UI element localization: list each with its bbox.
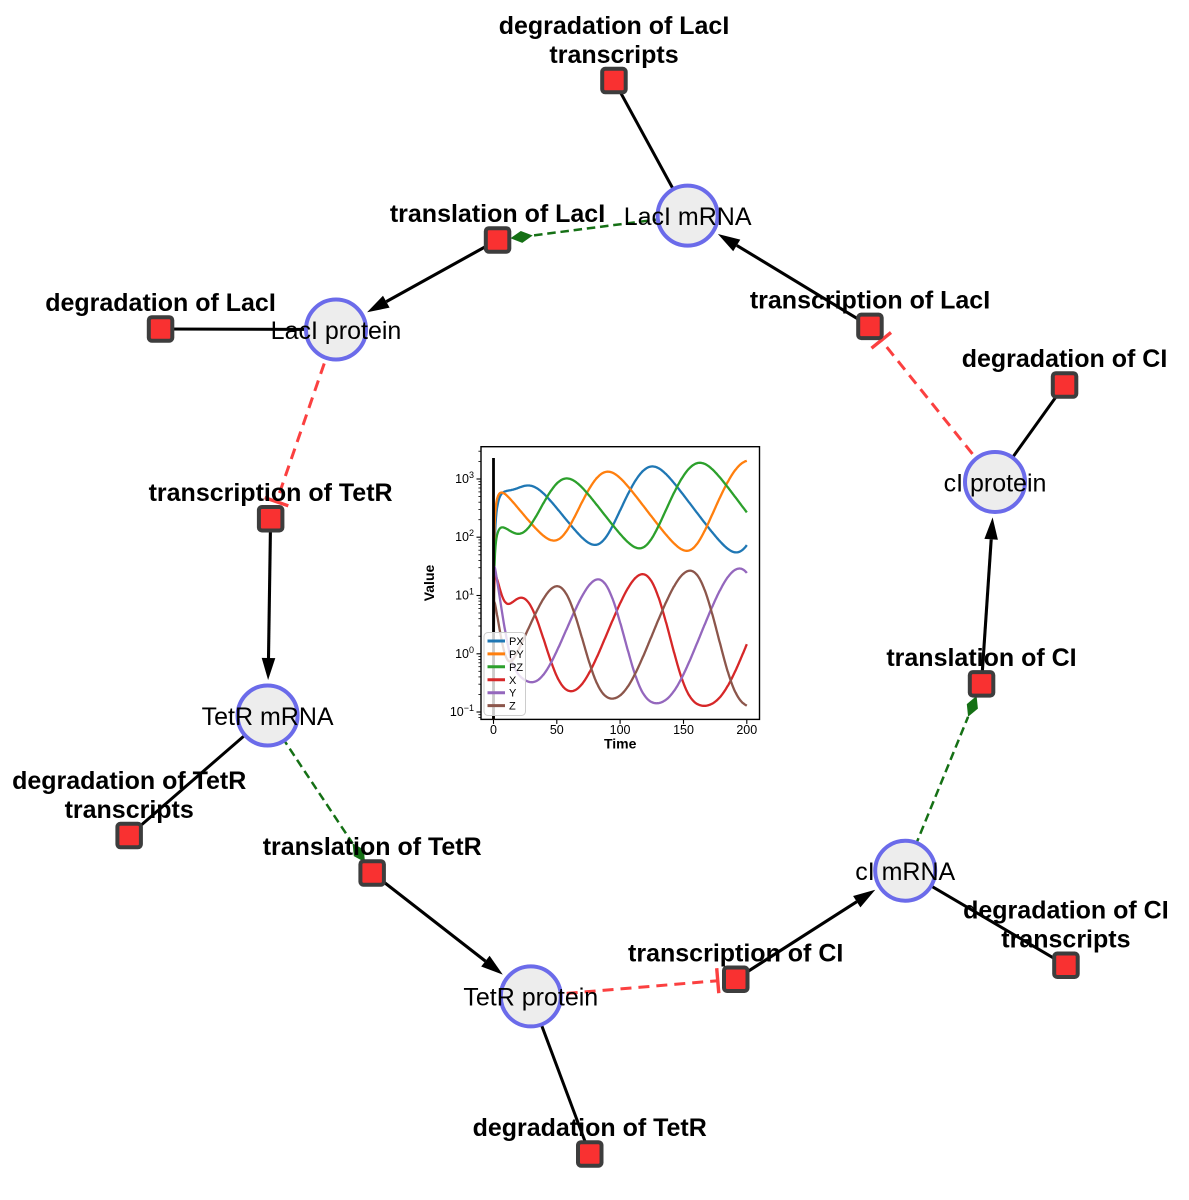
svg-text:0: 0 [490, 723, 497, 737]
svg-text:PY: PY [509, 649, 524, 661]
svg-text:translation of TetR: translation of TetR [263, 833, 482, 861]
svg-text:degradation of TetR: degradation of TetR [12, 767, 246, 795]
svg-text:50: 50 [550, 723, 564, 737]
svg-text:transcription of CI: transcription of CI [628, 940, 843, 968]
svg-text:150: 150 [673, 723, 694, 737]
svg-text:102: 102 [455, 528, 474, 544]
svg-text:100: 100 [455, 645, 474, 661]
svg-text:degradation of TetR: degradation of TetR [473, 1114, 707, 1142]
svg-text:103: 103 [455, 470, 474, 486]
svg-text:transcription of TetR: transcription of TetR [149, 479, 393, 507]
svg-text:LacI protein: LacI protein [271, 317, 402, 345]
svg-text:cI protein: cI protein [944, 469, 1047, 497]
svg-text:100: 100 [610, 723, 631, 737]
svg-text:200: 200 [736, 723, 757, 737]
svg-text:degradation of LacI: degradation of LacI [499, 12, 730, 40]
svg-text:Z: Z [509, 701, 516, 713]
svg-text:transcripts: transcripts [65, 796, 194, 824]
svg-text:LacI mRNA: LacI mRNA [624, 203, 752, 231]
svg-text:Value: Value [421, 565, 437, 602]
svg-text:101: 101 [455, 587, 474, 603]
svg-text:10−1: 10−1 [450, 703, 474, 719]
svg-text:transcripts: transcripts [549, 41, 678, 69]
svg-text:translation of CI: translation of CI [886, 644, 1076, 672]
svg-text:TetR protein: TetR protein [463, 984, 598, 1012]
svg-text:degradation of LacI: degradation of LacI [45, 289, 276, 317]
svg-text:degradation of CI: degradation of CI [962, 345, 1168, 373]
svg-text:Y: Y [509, 688, 517, 700]
svg-text:degradation of CI: degradation of CI [963, 897, 1169, 925]
svg-text:translation of LacI: translation of LacI [390, 200, 605, 228]
svg-text:X: X [509, 675, 517, 687]
svg-text:PX: PX [509, 636, 524, 648]
svg-text:cI mRNA: cI mRNA [855, 858, 955, 886]
svg-text:transcripts: transcripts [1001, 926, 1130, 954]
svg-text:Time: Time [604, 735, 637, 751]
svg-text:transcription of LacI: transcription of LacI [750, 287, 990, 315]
svg-text:PZ: PZ [509, 662, 523, 674]
svg-text:TetR mRNA: TetR mRNA [202, 703, 334, 731]
